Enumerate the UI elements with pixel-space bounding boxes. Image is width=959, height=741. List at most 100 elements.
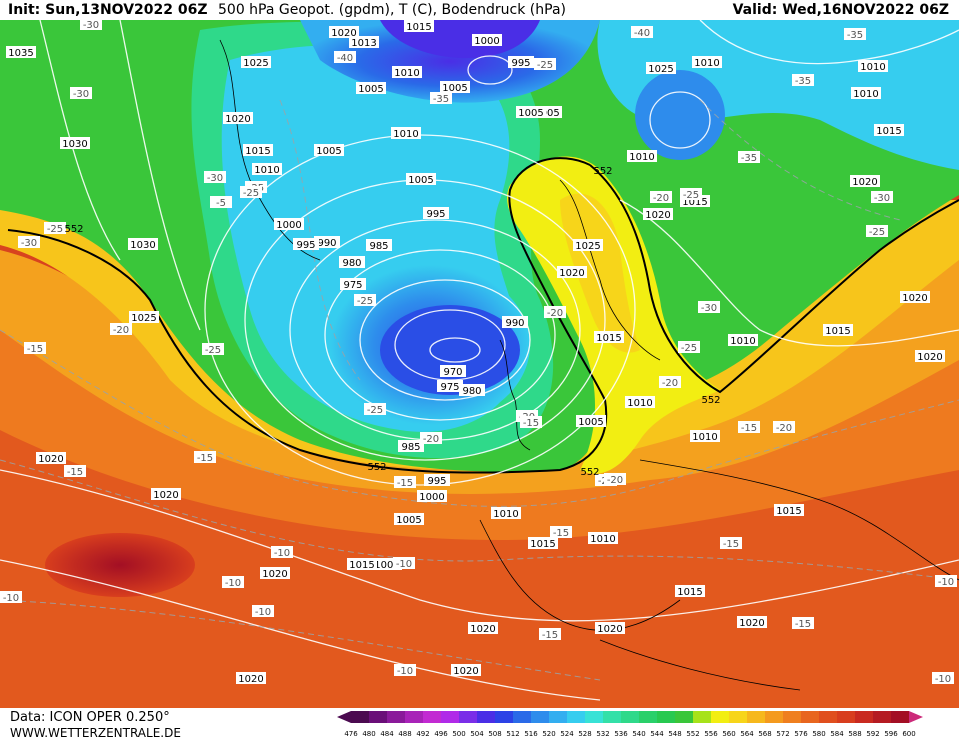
temperature-label: -15	[550, 526, 572, 539]
website-link[interactable]: WWW.WETTERZENTRALE.DE	[10, 726, 181, 740]
temperature-label: -15	[64, 465, 86, 478]
svg-text:1010: 1010	[629, 152, 654, 163]
svg-text:-15: -15	[67, 467, 83, 478]
svg-text:980: 980	[462, 386, 481, 397]
temperature-label: -40	[631, 26, 653, 39]
temperature-label: -25	[44, 222, 66, 235]
colorbar-tick-label: 516	[524, 730, 538, 738]
data-source-label: Data: ICON OPER 0.250°	[10, 710, 170, 725]
svg-text:-25: -25	[683, 190, 699, 201]
colorbar-swatch	[459, 711, 477, 723]
pressure-label: 1010	[252, 163, 282, 176]
pressure-label: 1013	[349, 36, 379, 49]
svg-text:1010: 1010	[393, 129, 418, 140]
temperature-label: -30	[698, 301, 720, 314]
colorbar-tick-label: 520	[542, 730, 555, 738]
svg-text:-20: -20	[776, 423, 792, 434]
svg-text:-25: -25	[357, 296, 373, 307]
svg-text:1015: 1015	[776, 506, 801, 517]
colorbar-swatch	[441, 711, 459, 723]
colorbar-tick-label: 588	[848, 730, 861, 738]
pressure-label: 1020	[451, 664, 481, 677]
temperature-label: -15	[194, 451, 216, 464]
pressure-label: 1030	[128, 238, 158, 251]
valid-value: Wed,16NOV2022 06Z	[782, 2, 949, 18]
temperature-label: -30	[204, 171, 226, 184]
height-label: 552	[593, 166, 612, 177]
temperature-label: -25	[354, 294, 376, 307]
svg-text:-25: -25	[367, 405, 383, 416]
svg-text:-10: -10	[225, 578, 241, 589]
svg-text:1015: 1015	[245, 146, 270, 157]
pressure-label: 1010	[627, 150, 657, 163]
colorbar-swatch	[603, 711, 621, 723]
colorbar-tick-label: 568	[758, 730, 771, 738]
svg-text:1015: 1015	[530, 539, 555, 550]
pressure-label: 985	[366, 239, 392, 252]
svg-text:1005: 1005	[534, 108, 559, 119]
pressure-label: 995	[508, 56, 534, 69]
colorbar-tick-label: 504	[470, 730, 484, 738]
height-label: 552	[367, 462, 386, 473]
height-label: 552	[701, 395, 720, 406]
colorbar-swatch	[873, 711, 891, 723]
svg-text:-15: -15	[741, 423, 757, 434]
pressure-label: 985	[398, 440, 424, 453]
svg-text:-25: -25	[869, 227, 885, 238]
svg-text:-30: -30	[207, 173, 223, 184]
temperature-label: -25	[240, 186, 262, 199]
temperature-label: -10	[0, 591, 22, 604]
pressure-label: 1010	[690, 430, 720, 443]
colorbar-swatch	[585, 711, 603, 723]
svg-text:-30: -30	[73, 89, 89, 100]
svg-text:1020: 1020	[645, 210, 670, 221]
temperature-label: -15	[738, 421, 760, 434]
svg-text:1015: 1015	[876, 126, 901, 137]
pressure-label: 1025	[129, 311, 159, 324]
svg-text:985: 985	[369, 241, 388, 252]
temperature-label: -15	[520, 416, 542, 429]
colorbar-swatch	[801, 711, 819, 723]
colorbar-swatch	[351, 711, 369, 723]
svg-text:1020: 1020	[153, 490, 178, 501]
pressure-label: 1000	[472, 34, 502, 47]
colorbar-swatch	[513, 711, 531, 723]
colorbar-tick-label: 596	[884, 730, 898, 738]
init-label: Init:	[8, 2, 41, 18]
pressure-label: 1000	[417, 490, 447, 503]
temperature-label: -35	[792, 74, 814, 87]
colorbar-tick-label: 584	[830, 730, 844, 738]
colorbar-swatch	[729, 711, 747, 723]
pressure-label: 1035	[6, 46, 36, 59]
init-value: Sun,13NOV2022 06Z	[45, 2, 208, 18]
svg-text:1010: 1010	[590, 534, 615, 545]
temperature-label: -15	[394, 476, 416, 489]
svg-text:-15: -15	[397, 478, 413, 489]
svg-text:1020: 1020	[739, 618, 764, 629]
colorbar-tick-label: 476	[344, 730, 358, 738]
temperature-label: -20	[650, 191, 672, 204]
valid-label: Valid:	[732, 2, 778, 18]
colorbar-tick-label: 540	[632, 730, 645, 738]
pressure-label: 1010	[851, 87, 881, 100]
temperature-label: -35	[738, 151, 760, 164]
pressure-label: 1005	[576, 415, 606, 428]
svg-text:990: 990	[317, 238, 336, 249]
temperature-label: -20	[773, 421, 795, 434]
svg-text:-10: -10	[397, 666, 413, 677]
svg-text:1010: 1010	[730, 336, 755, 347]
pressure-label: 1010	[625, 396, 655, 409]
pressure-label: 975	[340, 278, 366, 291]
pressure-label: 1010	[692, 56, 722, 69]
temperature-label: -35	[430, 92, 452, 105]
temperature-label: -15	[720, 537, 742, 550]
svg-text:1010: 1010	[394, 68, 419, 79]
temperature-label: -15	[24, 342, 46, 355]
svg-text:1000: 1000	[276, 220, 301, 231]
temperature-label: -10	[393, 557, 415, 570]
pressure-label: 1020	[557, 266, 587, 279]
init-time: Init: Sun,13NOV2022 06Z	[8, 0, 208, 20]
svg-text:1020: 1020	[262, 569, 287, 580]
svg-text:1020: 1020	[453, 666, 478, 677]
